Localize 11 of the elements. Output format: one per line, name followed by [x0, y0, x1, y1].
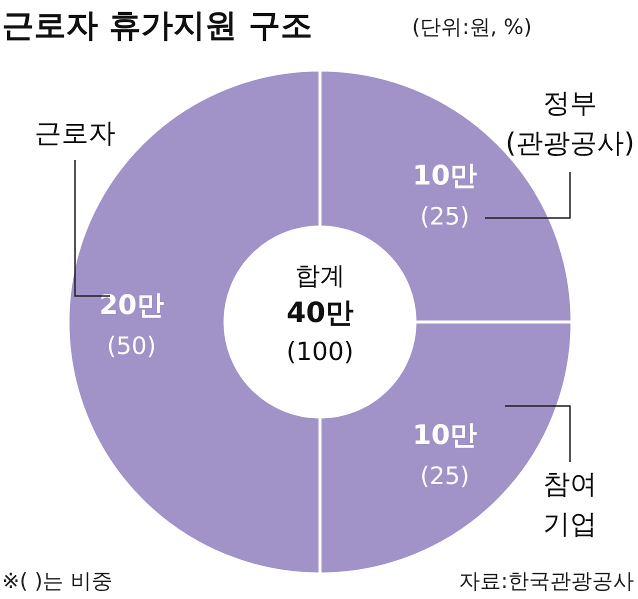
text: 합계 40만 (100): [286, 261, 354, 366]
data-label: 10만 (25): [412, 420, 478, 490]
slice-label: 참여 기업: [543, 469, 597, 540]
text: ※( )는 비중: [2, 569, 112, 593]
data-label: 10만 (25): [412, 160, 478, 230]
chart-title: 근로자 휴가지원 구조: [2, 6, 312, 44]
chart-subtitle: (단위:원, %): [412, 15, 532, 39]
slice-label: 근로자: [34, 118, 116, 149]
data-label: 20만 (50): [99, 290, 164, 360]
slice-label: 정부 (관광공사): [505, 88, 635, 159]
text: 자료:한국관광공사: [458, 569, 634, 593]
